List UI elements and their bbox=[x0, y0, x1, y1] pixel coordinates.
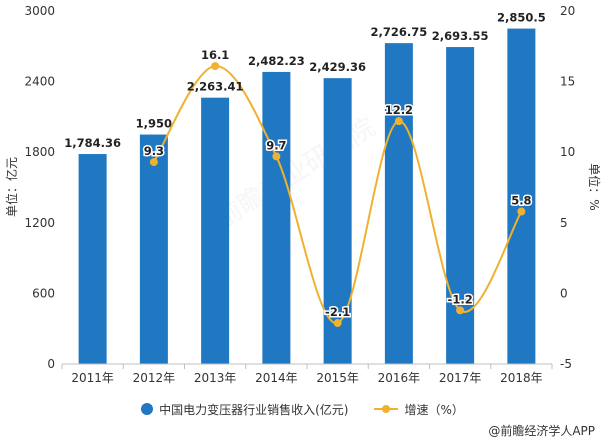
growth-value-label: 9.7 bbox=[266, 138, 286, 152]
x-tick-label: 2014年 bbox=[255, 371, 298, 385]
growth-point bbox=[517, 207, 526, 216]
growth-point bbox=[333, 319, 342, 328]
bar-value-label: 2,850.5 bbox=[497, 11, 546, 25]
y-tick-label: 1800 bbox=[24, 145, 55, 159]
growth-value-label: 9.3 bbox=[144, 144, 164, 158]
growth-point bbox=[149, 158, 158, 167]
y-tick-label: 3000 bbox=[24, 4, 55, 18]
x-tick-label: 2012年 bbox=[133, 371, 176, 385]
legend-label-sales: 中国电力变压器行业销售收入(亿元) bbox=[159, 402, 349, 417]
bar bbox=[201, 97, 230, 364]
growth-point bbox=[394, 117, 403, 126]
legend-label-growth: 增速（%） bbox=[404, 402, 464, 417]
growth-value-label: 12.2 bbox=[385, 103, 413, 117]
bar-value-label: 2,263.41 bbox=[187, 80, 244, 94]
growth-point bbox=[272, 152, 281, 161]
growth-value-label: 16.1 bbox=[201, 48, 229, 62]
line-layer bbox=[149, 62, 526, 328]
y-tick-label: 1200 bbox=[24, 216, 55, 230]
bars-layer bbox=[78, 28, 536, 365]
bar-value-label: 2,726.75 bbox=[371, 25, 428, 39]
x-tick-label: 2013年 bbox=[194, 371, 237, 385]
bar bbox=[139, 134, 168, 364]
y2-tick-label: 15 bbox=[560, 75, 575, 89]
y2-axis-title: 单位：% bbox=[587, 163, 602, 210]
y-axis-title: 单位：亿元 bbox=[4, 157, 19, 217]
labels-layer: 1,784.36 1,950 2,263.41 2,482.23 2,429.36 2,7… bbox=[64, 11, 546, 321]
x-tick-label: 2011年 bbox=[71, 371, 114, 385]
bar-value-label: 1,784.36 bbox=[64, 136, 121, 150]
y-tick-label: 0 bbox=[47, 357, 55, 371]
y2-tick-label: 0 bbox=[560, 286, 568, 300]
bar-value-label: 1,950 bbox=[136, 117, 172, 131]
bar bbox=[507, 28, 536, 365]
x-tick-label: 2015年 bbox=[316, 371, 359, 385]
x-tick-label: 2018年 bbox=[500, 371, 543, 385]
bar bbox=[262, 71, 291, 365]
growth-value-label: -1.2 bbox=[448, 292, 473, 306]
legend-bar-marker bbox=[141, 403, 154, 415]
legend-item-sales[interactable]: 中国电力变压器行业销售收入(亿元) bbox=[141, 401, 348, 418]
y-tick-label: 600 bbox=[32, 286, 55, 300]
x-tick-label: 2016年 bbox=[378, 371, 421, 385]
bar-value-label: 2,693.55 bbox=[432, 29, 489, 43]
growth-point bbox=[456, 306, 465, 315]
bar bbox=[78, 154, 107, 364]
bar bbox=[446, 47, 475, 364]
axes-layer: 2011年 2012年 2013年 2014年 2015年 2016年 2017年 2018年… bbox=[24, 4, 575, 385]
legend: 中国电力变压器行业销售收入(亿元) 增速（%） bbox=[0, 398, 605, 420]
legend-line-marker bbox=[374, 403, 399, 415]
bar-value-label: 2,429.36 bbox=[309, 60, 366, 74]
source-credit: @前瞻经济学人APP bbox=[488, 424, 595, 438]
growth-value-label: -2.1 bbox=[325, 305, 350, 319]
x-tick-label: 2017年 bbox=[439, 371, 482, 385]
bar bbox=[384, 43, 413, 365]
bar-value-label: 2,482.23 bbox=[248, 54, 305, 68]
y2-tick-label: -5 bbox=[560, 357, 572, 371]
legend-item-growth[interactable]: 增速（%） bbox=[374, 401, 464, 418]
y-tick-label: 2400 bbox=[24, 75, 55, 89]
growth-value-label: 5.8 bbox=[511, 194, 531, 208]
y2-tick-label: 10 bbox=[560, 145, 575, 159]
y2-tick-label: 20 bbox=[560, 4, 575, 18]
y2-tick-label: 5 bbox=[560, 216, 568, 230]
growth-point bbox=[211, 62, 220, 71]
